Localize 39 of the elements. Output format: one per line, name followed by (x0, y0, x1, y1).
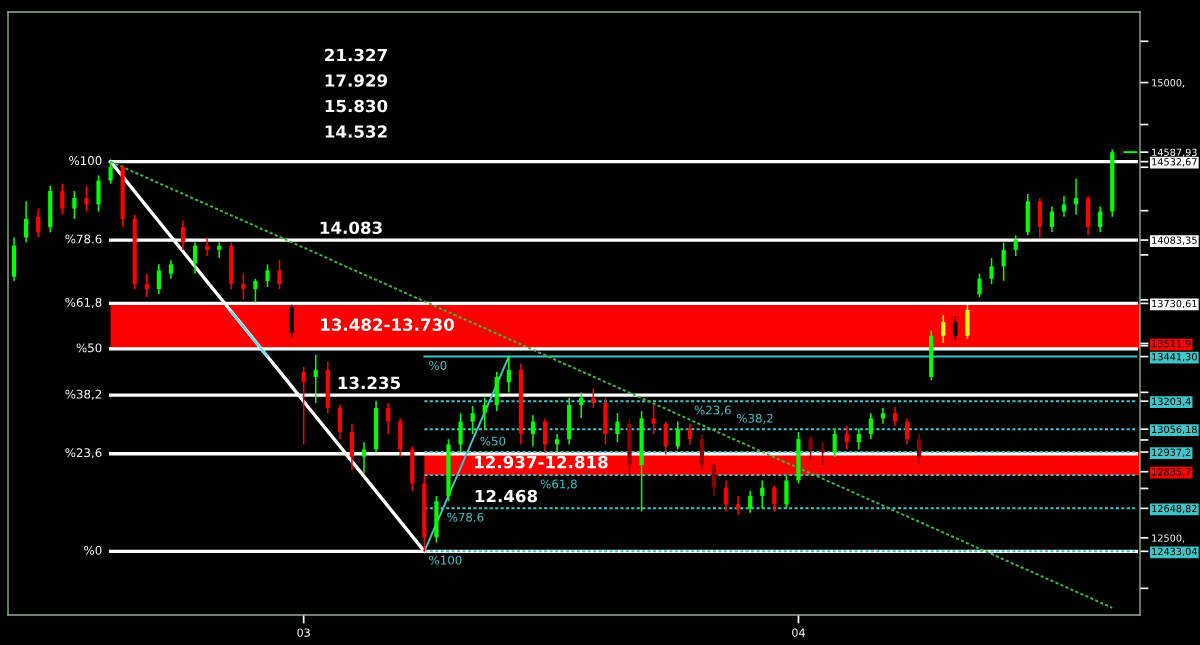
y-tick-label: 14587,93 (1152, 148, 1197, 157)
annotation: 21.327 (325, 48, 387, 62)
series-label: %23,6 (694, 405, 731, 416)
series-label: %78.6 (447, 512, 484, 522)
series-label: %61,8 (540, 479, 577, 490)
y-tick-label: 12648,82 (1152, 504, 1197, 514)
y-tick-label: 12500, (1152, 534, 1185, 543)
y-tick-label: 13730,61 (1152, 299, 1197, 309)
series-label: %100 (69, 156, 102, 166)
y-tick-label: 14083,35 (1152, 236, 1197, 245)
series-label: %78.6 (65, 234, 102, 244)
series-label: %38,2 (736, 413, 773, 424)
series-label: %100 (429, 555, 462, 565)
y-tick-label: 13441,30 (1152, 353, 1197, 362)
annotation: 17.929 (325, 74, 388, 87)
annotation: 12.468 (475, 489, 538, 503)
y-tick-label: 14532,67 (1152, 158, 1197, 167)
y-tick-label: 12835,7 (1152, 468, 1191, 477)
x-tick-label: 04 (792, 628, 805, 637)
series-label: %50 (76, 343, 102, 353)
band-label: 12.937-12.818 (475, 455, 608, 469)
band-label: 13.482-13.730 (321, 318, 454, 331)
series-label: %0 (429, 360, 447, 370)
series-label: %38,2 (65, 389, 102, 400)
series-label: %50 (480, 436, 506, 446)
x-tick-label: 03 (297, 628, 310, 637)
series-label: %0 (84, 545, 102, 555)
series-label: %23,6 (65, 448, 102, 459)
annotation: 14.083 (320, 221, 382, 235)
annotation: 15.830 (325, 99, 388, 113)
annotation: 14.532 (325, 125, 387, 138)
y-tick-label: 13511,9 (1152, 339, 1191, 349)
series-label: %61,8 (65, 297, 102, 309)
annotation: 13.235 (338, 376, 400, 390)
y-tick-label: 13203,4 (1152, 397, 1191, 407)
y-tick-label: 13056,18 (1152, 425, 1197, 435)
y-tick-label: 12937,2 (1152, 448, 1191, 457)
y-tick-label: 12433,04 (1152, 547, 1197, 557)
y-tick-label: 15000, (1152, 79, 1185, 88)
